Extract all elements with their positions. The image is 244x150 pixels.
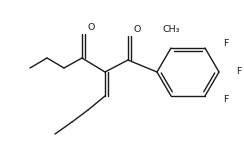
Text: O: O [133, 26, 141, 34]
Text: F: F [236, 68, 241, 76]
Text: F: F [223, 96, 228, 105]
Text: O: O [87, 24, 95, 33]
Text: F: F [223, 39, 228, 48]
Text: CH₃: CH₃ [162, 26, 180, 34]
